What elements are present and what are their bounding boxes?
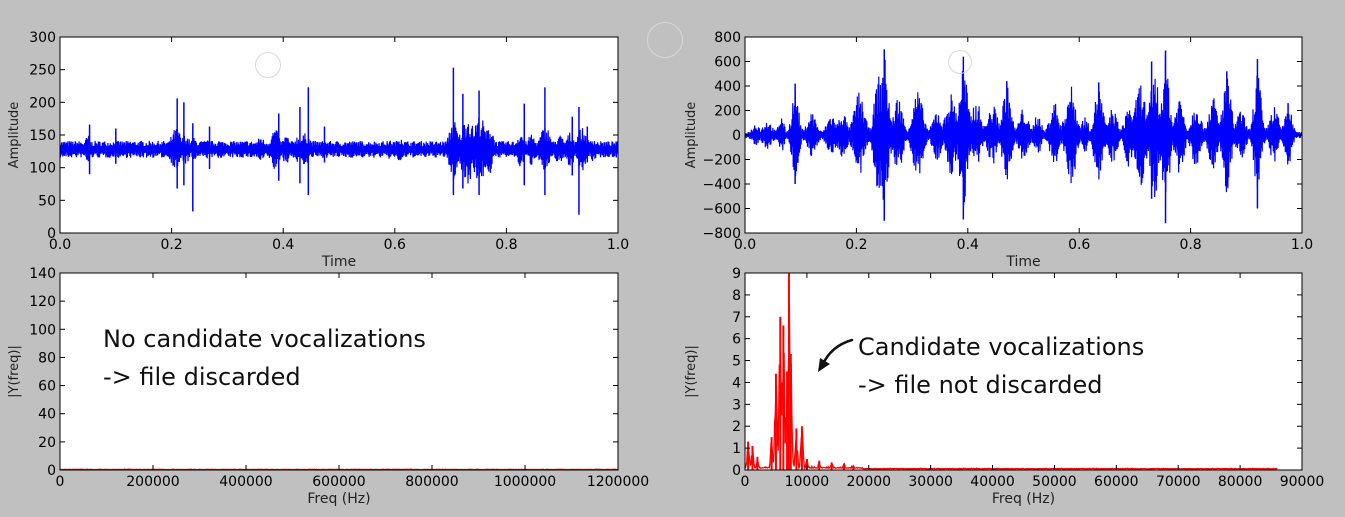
x-tick-label: 30000 (908, 474, 953, 490)
y-tick-label: 200 (29, 95, 56, 111)
chart-left-freq: 0 200000 400000 600000 800000 1000000 1200000 0… (7, 266, 649, 507)
y-tick-label: 200 (714, 104, 741, 120)
y-axis-label: |Y(freq)| (7, 345, 22, 398)
y-tick-label: 3 (732, 397, 741, 413)
x-tick-label: 0.8 (1179, 237, 1201, 253)
y-tick-label: 300 (29, 30, 56, 46)
x-axis-label: Time (1005, 254, 1040, 270)
annotation-not-discarded-line1: Candidate vocalizations (858, 333, 1145, 361)
chart-left-time: 0.0 0.2 0.4 0.6 0.8 1.0 0 50 100 150 200 250 300 Time… (7, 30, 629, 270)
x-tick-label: 0.6 (1068, 237, 1090, 253)
y-tick-label: 120 (29, 294, 56, 310)
y-tick-label: 20 (38, 435, 56, 451)
x-tick-label: 50000 (1032, 474, 1077, 490)
x-axis-label: Freq (Hz) (992, 491, 1055, 507)
x-tick-label: 800000 (405, 474, 458, 490)
y-tick-label: 0 (47, 226, 56, 242)
x-tick-label: 400000 (219, 474, 272, 490)
y-tick-label: 40 (38, 407, 56, 423)
signal-line (744, 55, 1303, 206)
y-tick-label: 100 (29, 161, 56, 177)
x-tick-label: 0.2 (845, 237, 867, 253)
x-tick-label: 1.0 (1291, 237, 1313, 253)
y-tick-label: 150 (29, 128, 56, 144)
y-axis-label: Amplitude (7, 102, 22, 169)
spectrum-line (744, 304, 1278, 471)
x-tick-label: 80000 (1218, 474, 1263, 490)
x-tick-label: 0 (56, 474, 65, 490)
x-tick-label: 60000 (1094, 474, 1139, 490)
x-tick-label: 90000 (1280, 474, 1325, 490)
y-tick-label: 6 (732, 332, 741, 348)
decorative-circle-2 (647, 22, 683, 58)
signal-line (59, 117, 619, 184)
y-tick-label: 600 (714, 55, 741, 71)
y-tick-label: 0 (732, 463, 741, 479)
y-tick-label: 2 (732, 419, 741, 435)
y-axis-label: |Y(freq)| (684, 345, 699, 398)
y-tick-label: 50 (38, 193, 56, 209)
y-tick-label: 5 (732, 354, 741, 370)
y-tick-label: −600 (703, 202, 741, 218)
x-tick-label: 0.0 (734, 237, 756, 253)
x-tick-label: 20000 (847, 474, 892, 490)
x-tick-label: 600000 (312, 474, 365, 490)
annotation-discarded-line2: -> file discarded (103, 363, 301, 391)
decorative-circle-1 (255, 52, 281, 78)
x-tick-label: 1200000 (587, 474, 649, 490)
x-tick-label: 0.0 (49, 237, 71, 253)
x-tick-label: 0.6 (384, 237, 406, 253)
decorative-circle-3 (948, 50, 972, 74)
x-tick-label: 0.4 (272, 237, 294, 253)
x-tick-label: 70000 (1156, 474, 1201, 490)
y-tick-label: −400 (703, 177, 741, 193)
y-tick-label: 140 (29, 266, 56, 282)
x-tick-label: 0.4 (957, 237, 979, 253)
x-tick-label: 40000 (970, 474, 1015, 490)
y-tick-label: 250 (29, 63, 56, 79)
y-tick-label: 60 (38, 379, 56, 395)
chart-right-time: 0.0 0.2 0.4 0.6 0.8 1.0 −800 −600 −400 −200 0 200 40… (684, 30, 1313, 270)
y-tick-label: 80 (38, 350, 56, 366)
plot-area (745, 273, 1302, 470)
x-tick-label: 0 (741, 474, 750, 490)
y-tick-label: 4 (732, 375, 741, 391)
y-tick-label: −800 (703, 226, 741, 242)
x-tick-label: 10000 (785, 474, 830, 490)
y-tick-label: 100 (29, 322, 56, 338)
x-axis-label: Freq (Hz) (307, 491, 370, 507)
y-axis-label: Amplitude (684, 102, 699, 169)
y-tick-label: 9 (732, 266, 741, 282)
x-tick-label: 1000000 (494, 474, 556, 490)
x-tick-label: 1.0 (607, 237, 629, 253)
annotation-discarded-line1: No candidate vocalizations (103, 325, 426, 353)
x-tick-label: 0.2 (160, 237, 182, 253)
plot-area (60, 37, 618, 233)
y-tick-label: 0 (47, 463, 56, 479)
arrow-icon (818, 338, 854, 372)
plot-area (60, 273, 618, 470)
annotation-not-discarded-line2: -> file not discarded (858, 371, 1103, 399)
annotation-discarded: No candidate vocalizations -> file disca… (103, 320, 426, 396)
y-tick-label: 1 (732, 441, 741, 457)
x-tick-label: 0.8 (495, 237, 517, 253)
y-tick-label: 0 (732, 128, 741, 144)
annotation-not-discarded: Candidate vocalizations -> file not disc… (858, 328, 1144, 404)
y-tick-label: 7 (732, 310, 741, 326)
x-axis-label: Time (321, 254, 356, 270)
y-tick-label: 8 (732, 288, 741, 304)
y-tick-label: 800 (714, 30, 741, 46)
x-tick-label: 200000 (126, 474, 179, 490)
y-tick-label: −200 (703, 153, 741, 169)
plot-frame (744, 272, 1303, 471)
chart-right-freq: 0 10000 20000 30000 40000 50000 60000 70000 8000… (684, 266, 1324, 507)
y-tick-label: 400 (714, 79, 741, 95)
